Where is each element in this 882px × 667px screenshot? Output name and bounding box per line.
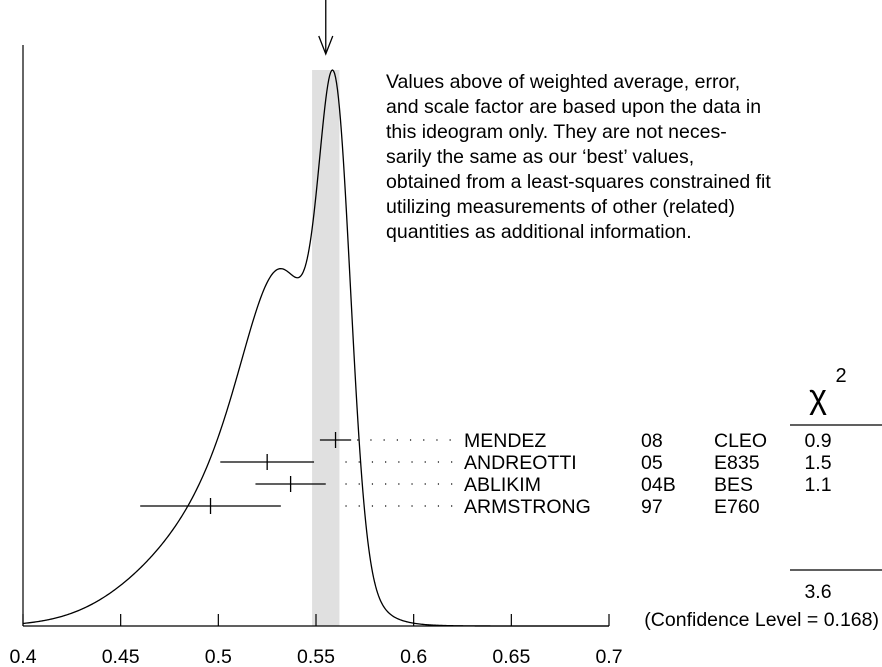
x-tick-label: 0.45 — [102, 646, 140, 667]
measurement-chi2: 0.9 — [804, 430, 831, 452]
measurement-author: MENDEZ — [464, 430, 546, 452]
weighted-average-band — [312, 70, 340, 626]
note-line: sarily the same as our ‘best’ values, — [386, 146, 694, 168]
chi2-total: 3.6 — [804, 581, 831, 603]
x-tick-label: 0.4 — [9, 646, 36, 667]
measurement-year: 04B — [641, 474, 676, 496]
measurement-experiment: BES — [714, 474, 753, 496]
measurement-year: 08 — [641, 430, 663, 452]
note-line: utilizing measurements of other (related… — [386, 196, 735, 218]
measurement-experiment: E760 — [714, 496, 760, 518]
arrow-head — [318, 35, 334, 56]
note-line: this ideogram only. They are not neces- — [386, 121, 727, 143]
chi2-header: χ — [809, 378, 827, 416]
confidence-level: (Confidence Level = 0.168) — [644, 609, 879, 631]
measurement-author: ABLIKIM — [464, 474, 541, 496]
x-tick-label: 0.6 — [400, 646, 427, 667]
note-line: quantities as additional information. — [386, 221, 692, 243]
measurement-author: ARMSTRONG — [464, 496, 591, 518]
x-tick-label: 0.55 — [297, 646, 335, 667]
note-line: obtained from a least-squares constraine… — [386, 171, 771, 193]
measurement-experiment: CLEO — [714, 430, 767, 452]
chi2-superscript: 2 — [835, 365, 846, 387]
measurements-group: MENDEZ 08 CLEO 0.9 ANDREOTTI 05 E835 1.5 ABLIKIM… — [140, 430, 832, 518]
measurement-chi2: 1.5 — [804, 452, 831, 474]
x-tick-label: 0.7 — [595, 646, 622, 667]
x-tick-label: 0.5 — [205, 646, 232, 667]
x-axis-ticks: 0.4 0.45 0.5 0.55 0.6 0.65 0.7 — [9, 614, 623, 667]
measurement-year: 05 — [641, 452, 663, 474]
note-line: and scale factor are based upon the data… — [386, 96, 761, 118]
measurement-author: ANDREOTTI — [464, 452, 577, 474]
measurement-chi2: 1.1 — [804, 474, 831, 496]
note-line: Values above of weighted average, error, — [386, 71, 740, 93]
note: Values above of weighted average, error,… — [386, 71, 771, 243]
measurement-year: 97 — [641, 496, 663, 518]
measurement-experiment: E835 — [714, 452, 760, 474]
weighted-average-arrow — [318, 0, 334, 56]
ideogram-curve — [22, 69, 609, 627]
x-tick-label: 0.65 — [492, 646, 530, 667]
